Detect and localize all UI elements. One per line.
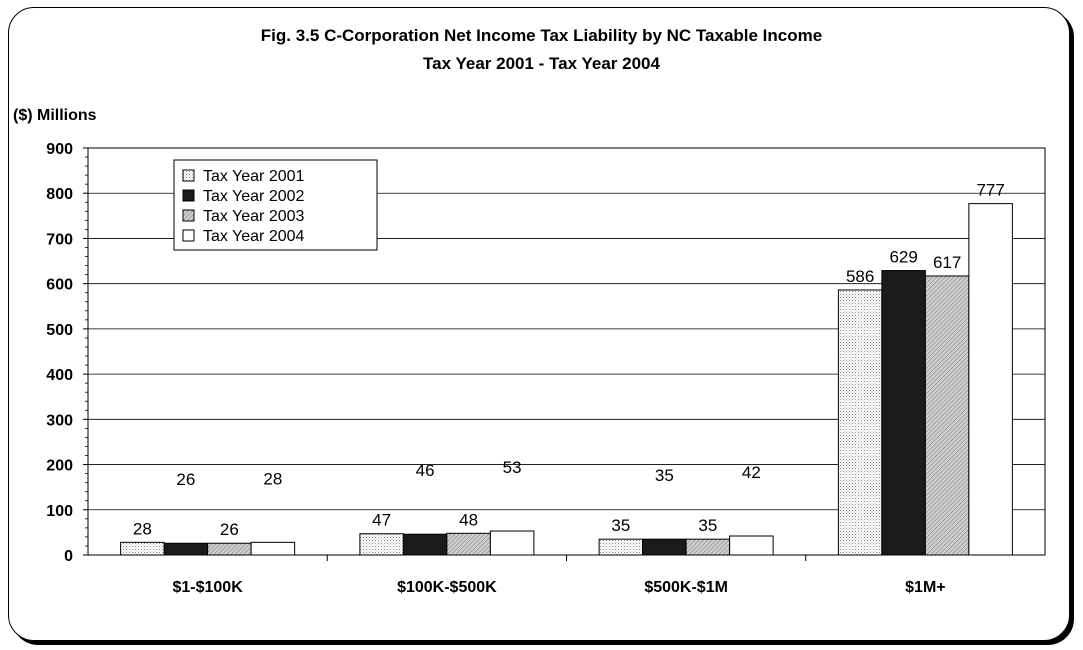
legend-swatch — [182, 169, 195, 182]
data-label: 47 — [372, 511, 391, 530]
bar — [837, 289, 883, 556]
x-tick-label: $100K-$500K — [397, 579, 497, 596]
chart-subtitle: Tax Year 2001 - Tax Year 2004 — [423, 54, 660, 73]
data-label: 777 — [976, 181, 1004, 200]
bar — [489, 530, 535, 556]
legend-label: Tax Year 2003 — [203, 208, 305, 225]
bar — [359, 533, 404, 556]
bar — [250, 541, 296, 556]
y-tick-label: 600 — [46, 277, 73, 294]
data-label: 28 — [263, 469, 282, 488]
bars — [120, 203, 1013, 556]
y-axis-label: ($) Millions — [13, 107, 97, 124]
y-tick-label: 400 — [46, 367, 73, 384]
bar — [968, 203, 1013, 556]
bar — [598, 538, 644, 556]
legend-label: Tax Year 2001 — [203, 168, 305, 185]
data-label: 26 — [176, 470, 195, 489]
data-label: 586 — [846, 267, 874, 286]
data-label: 48 — [459, 510, 478, 529]
data-label: 26 — [220, 520, 239, 539]
legend-swatch — [182, 229, 195, 242]
y-tick-label: 500 — [46, 322, 73, 339]
bar — [120, 541, 165, 556]
legend-label: Tax Year 2004 — [203, 228, 305, 245]
data-label: 42 — [742, 463, 761, 482]
bar — [163, 542, 209, 556]
data-labels: 28 26 26 28 47 46 48 53 35 35 35 42 586 629 617 777 — [133, 181, 1005, 540]
x-tick-label: $1-$100K — [172, 579, 243, 596]
data-label: 53 — [503, 458, 522, 477]
x-tick-label: $500K-$1M — [644, 579, 728, 596]
y-tick-label: 0 — [64, 548, 73, 565]
chart-title: Fig. 3.5 C-Corporation Net Income Tax Li… — [260, 26, 823, 45]
legend-box — [173, 159, 378, 251]
legend-swatch — [182, 209, 195, 222]
data-label: 35 — [698, 516, 717, 535]
legend: Tax Year 2001 Tax Year 2002 Tax Year 2003 T… — [173, 159, 378, 251]
data-label: 28 — [133, 519, 152, 538]
bar — [446, 532, 491, 556]
bar — [729, 535, 774, 556]
y-tick-label: 200 — [46, 458, 73, 475]
bar — [881, 270, 926, 556]
bar — [642, 538, 687, 556]
bar — [924, 275, 970, 556]
data-label: 35 — [655, 466, 674, 485]
data-label: 46 — [416, 461, 435, 480]
legend-swatch — [182, 189, 195, 202]
y-tick-label: 100 — [46, 503, 73, 520]
axes: 0 100 200 300 400 500 600 700 800 900 $1-$100K $100… — [46, 141, 1046, 596]
bar — [207, 542, 252, 556]
y-tick-label: 800 — [46, 186, 73, 203]
bar — [685, 538, 731, 556]
y-tick-label: 700 — [46, 231, 73, 248]
data-label: 629 — [889, 248, 917, 267]
data-label: 35 — [611, 516, 630, 535]
x-tick-label: $1M+ — [905, 579, 945, 596]
y-tick-label: 300 — [46, 412, 73, 429]
y-tick-label: 900 — [46, 141, 73, 158]
bar — [402, 533, 448, 556]
legend-label: Tax Year 2002 — [203, 188, 305, 205]
data-label: 617 — [933, 253, 961, 272]
